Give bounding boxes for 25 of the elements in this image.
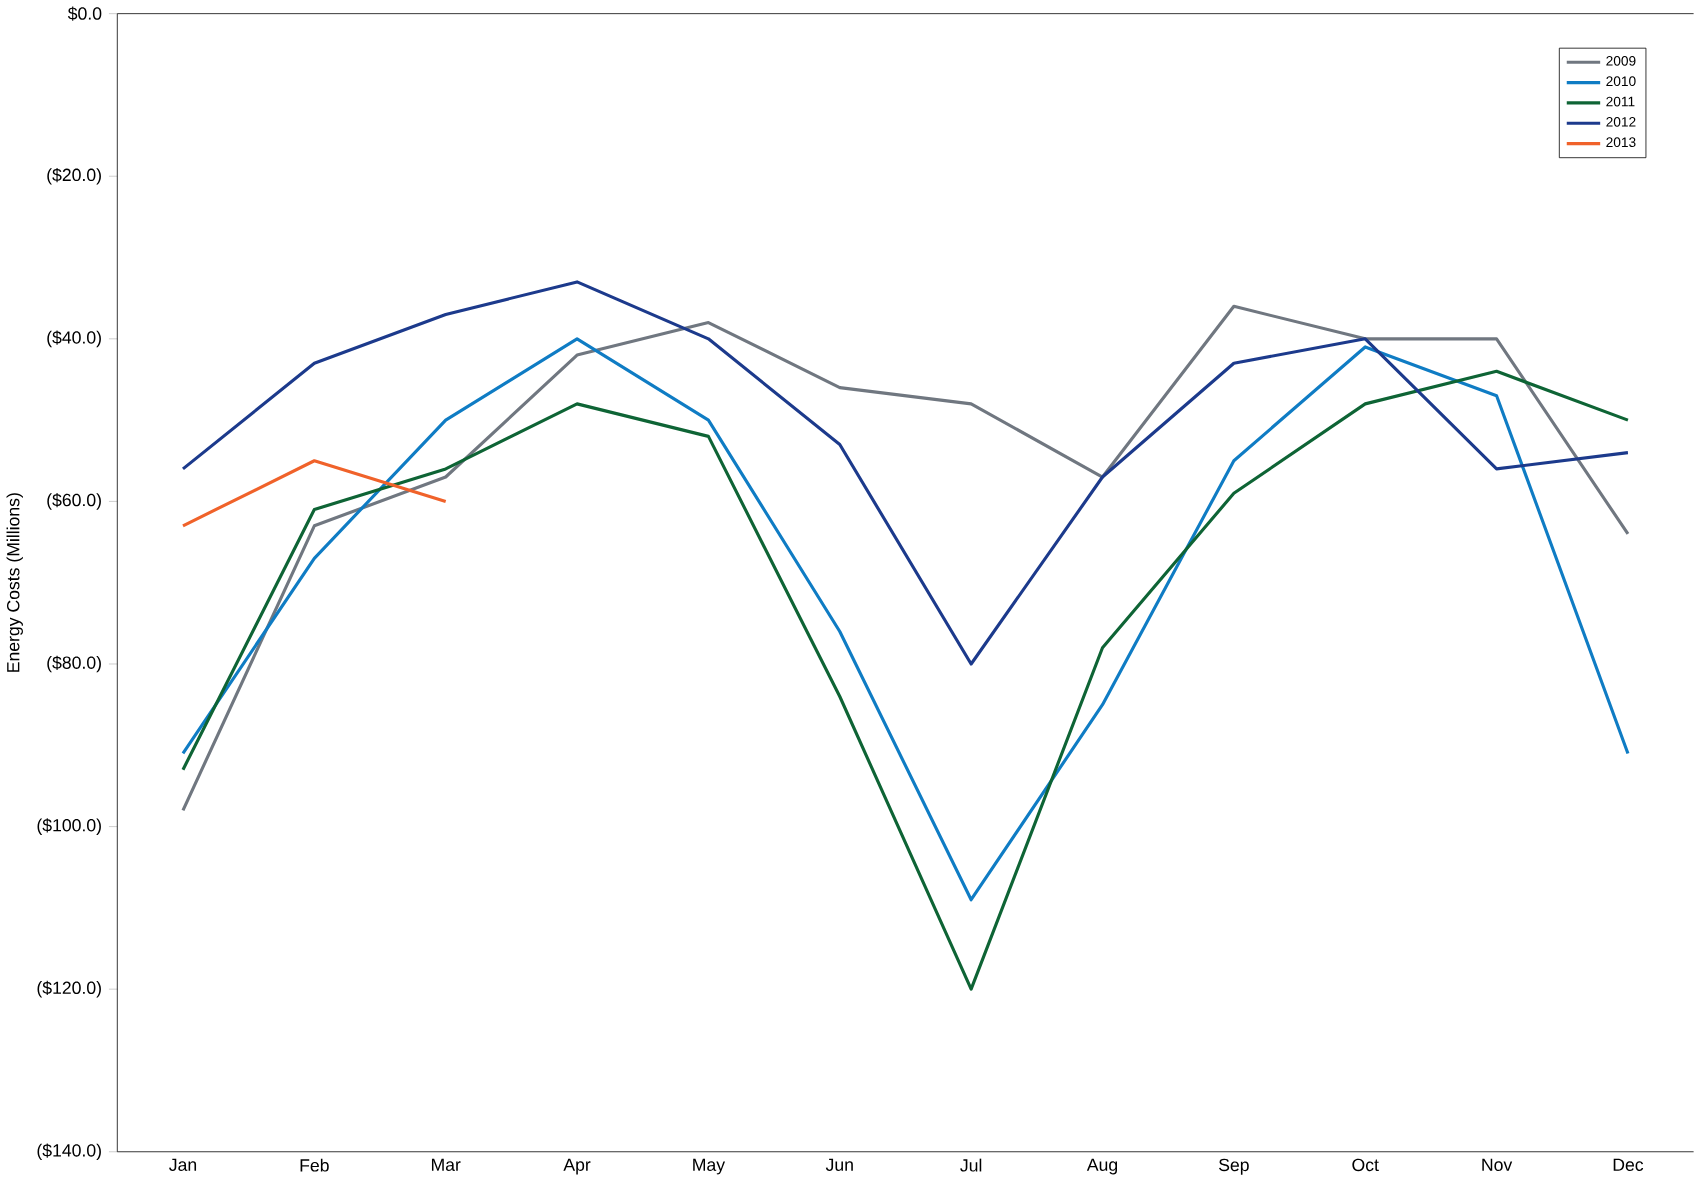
line-series [181, 280, 1630, 666]
x-tick-label: Feb [300, 1159, 329, 1173]
y-tick-label: $0.0 [67, 6, 102, 22]
y-tick-label: ($60.0) [47, 493, 101, 511]
y-tick-label: ($80.0) [47, 656, 101, 673]
x-tick-label: Apr [563, 1159, 591, 1175]
x-tick-label: Oct [1352, 1159, 1379, 1172]
y-tick-label: ($120.0) [37, 981, 101, 998]
line-series [181, 370, 1630, 992]
x-tick-label: Nov [1482, 1159, 1513, 1172]
y-tick-label: ($20.0) [47, 168, 101, 185]
y-tick-label: ($140.0) [37, 1143, 101, 1161]
x-tick-label: Dec [1613, 1159, 1644, 1172]
x-tick-label: May [693, 1159, 726, 1175]
x-tick-label: Aug [1086, 1159, 1118, 1175]
y-tick-label: ($40.0) [47, 330, 101, 348]
x-tick-label: Sep [1218, 1159, 1249, 1176]
x-tick-label: Jun [825, 1159, 853, 1172]
x-tick-label: Jul [960, 1159, 982, 1173]
x-tick-label: Jan [169, 1159, 197, 1172]
x-tick-label: Mar [431, 1159, 461, 1172]
y-axis-title: Energy Costs (Millions) [6, 493, 23, 673]
line-series [181, 337, 1630, 902]
line-series [181, 305, 1630, 813]
y-tick-label: ($100.0) [37, 818, 101, 836]
